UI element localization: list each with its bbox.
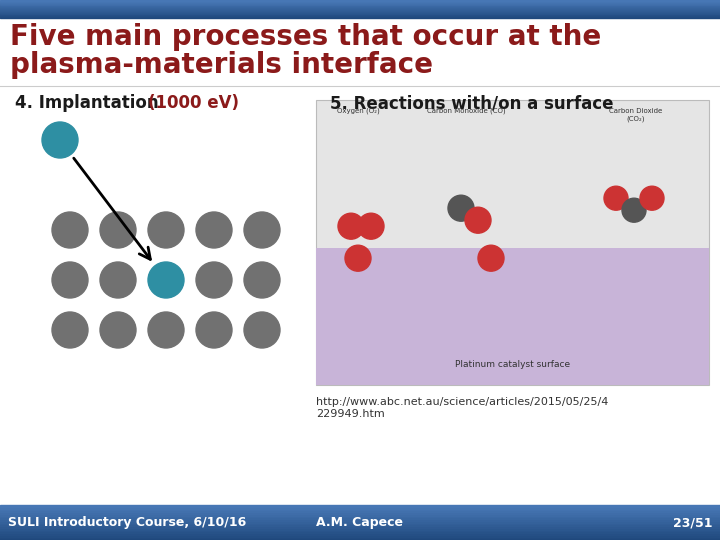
Bar — [316, 100, 709, 385]
Text: Carbon Dioxide
(CO₂): Carbon Dioxide (CO₂) — [609, 108, 662, 122]
Circle shape — [358, 213, 384, 239]
Bar — [0, 537, 720, 538]
Circle shape — [148, 312, 184, 348]
Bar — [0, 1, 720, 2]
Bar — [0, 510, 720, 512]
Text: 5. Reactions with/on a surface: 5. Reactions with/on a surface — [330, 94, 613, 112]
Bar — [0, 531, 720, 533]
Circle shape — [196, 262, 232, 298]
Bar — [0, 505, 720, 507]
Circle shape — [640, 186, 664, 210]
Circle shape — [244, 312, 280, 348]
Bar — [0, 17, 720, 18]
Bar — [0, 6, 720, 7]
Circle shape — [465, 207, 491, 233]
Circle shape — [52, 212, 88, 248]
Bar — [0, 2, 720, 3]
Circle shape — [42, 122, 78, 158]
Bar — [0, 5, 720, 6]
Bar — [0, 12, 720, 14]
Bar — [0, 10, 720, 11]
Bar — [316, 248, 709, 385]
Bar — [0, 14, 720, 15]
Bar — [0, 512, 720, 514]
Circle shape — [622, 198, 646, 222]
Bar — [0, 530, 720, 531]
Circle shape — [148, 212, 184, 248]
Circle shape — [338, 213, 364, 239]
Text: Oxygen (O₂): Oxygen (O₂) — [337, 108, 379, 114]
Bar — [0, 519, 720, 521]
Circle shape — [244, 212, 280, 248]
Bar — [0, 509, 720, 510]
Text: plasma-materials interface: plasma-materials interface — [10, 51, 433, 79]
Bar — [0, 535, 720, 537]
Bar — [0, 4, 720, 5]
Bar — [0, 9, 720, 10]
Text: A.M. Capece: A.M. Capece — [317, 516, 403, 529]
Bar — [0, 528, 720, 530]
Bar — [0, 524, 720, 526]
Text: Carbon Monoxide (CO): Carbon Monoxide (CO) — [427, 108, 505, 114]
Text: 4. Implantation: 4. Implantation — [15, 94, 164, 112]
Circle shape — [604, 186, 628, 210]
Circle shape — [196, 212, 232, 248]
Text: http://www.abc.net.au/science/articles/2015/05/25/4
229949.htm: http://www.abc.net.au/science/articles/2… — [316, 397, 608, 418]
Text: (1000 eV): (1000 eV) — [148, 94, 239, 112]
Bar — [0, 521, 720, 523]
Circle shape — [478, 245, 504, 271]
Text: Platinum catalyst surface: Platinum catalyst surface — [455, 360, 570, 369]
Circle shape — [448, 195, 474, 221]
Bar — [0, 538, 720, 540]
Bar — [0, 533, 720, 535]
Circle shape — [100, 212, 136, 248]
Circle shape — [52, 312, 88, 348]
Bar — [0, 11, 720, 12]
Circle shape — [52, 262, 88, 298]
Bar — [0, 523, 720, 524]
Bar — [0, 517, 720, 519]
Bar — [0, 526, 720, 528]
Circle shape — [345, 245, 371, 271]
Bar — [0, 8, 720, 9]
Bar — [0, 507, 720, 509]
Text: Five main processes that occur at the: Five main processes that occur at the — [10, 23, 601, 51]
Circle shape — [100, 262, 136, 298]
Circle shape — [244, 262, 280, 298]
Circle shape — [100, 312, 136, 348]
Circle shape — [196, 312, 232, 348]
Bar — [0, 516, 720, 517]
Bar — [0, 514, 720, 516]
Bar — [0, 7, 720, 8]
Bar — [0, 0, 720, 1]
Text: SULI Introductory Course, 6/10/16: SULI Introductory Course, 6/10/16 — [8, 516, 246, 529]
Text: 23/51: 23/51 — [672, 516, 712, 529]
Bar — [0, 16, 720, 17]
Circle shape — [148, 262, 184, 298]
Bar — [0, 3, 720, 4]
Bar — [0, 15, 720, 16]
